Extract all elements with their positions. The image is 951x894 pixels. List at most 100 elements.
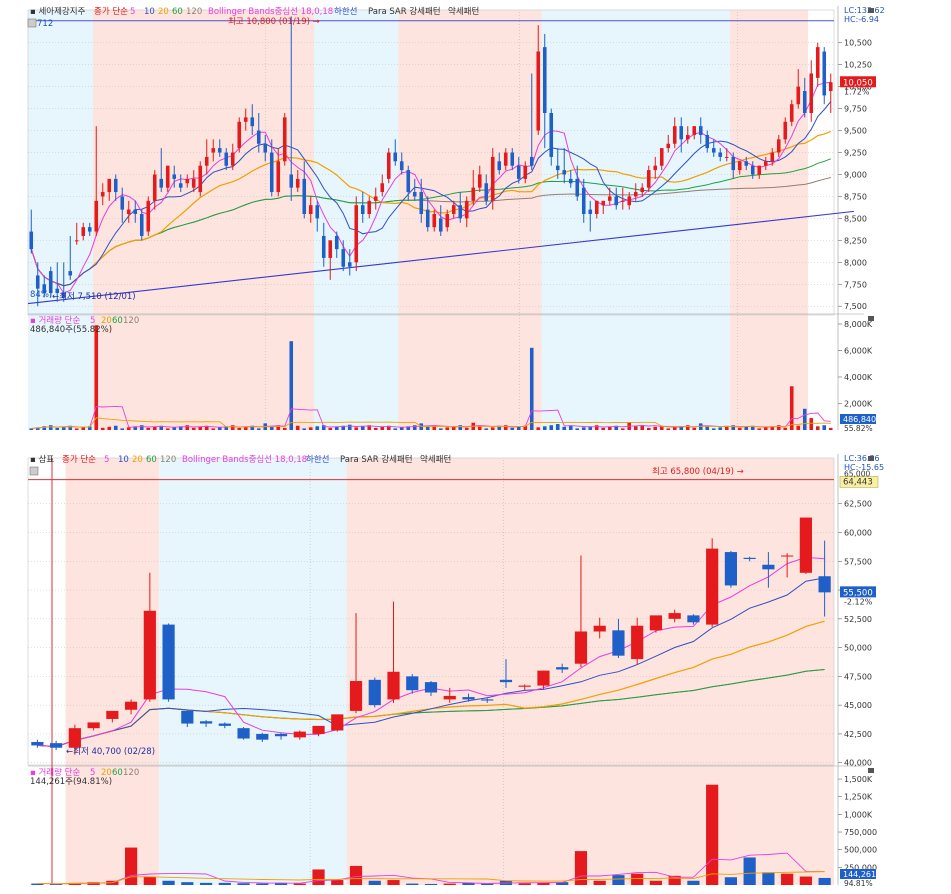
- volume-bar: [799, 876, 812, 885]
- trend-line: [27, 210, 855, 305]
- period-band: [28, 458, 66, 885]
- volume-bar: [87, 426, 92, 430]
- volume-bar: [224, 426, 229, 430]
- volume-bar: [770, 426, 775, 430]
- candle: [743, 557, 756, 559]
- volume-bar: [718, 427, 723, 430]
- candle: [706, 548, 719, 625]
- candle: [631, 625, 644, 660]
- volume-bar: [31, 883, 44, 885]
- volume-bar: [607, 426, 612, 430]
- volume-bar: [218, 882, 231, 885]
- candle: [412, 192, 417, 197]
- candle: [668, 613, 681, 619]
- candle: [477, 174, 482, 188]
- candle: [334, 235, 339, 250]
- prev-badge-text: 64,443: [843, 477, 873, 487]
- period-band: [28, 10, 93, 430]
- vol-legend-item: 120: [123, 316, 139, 326]
- candle: [61, 293, 66, 298]
- volume-bar: [81, 427, 86, 430]
- ma5-line: [30, 81, 831, 294]
- candle: [781, 555, 794, 557]
- candle: [31, 741, 44, 746]
- candle: [762, 564, 775, 570]
- candle: [143, 610, 156, 700]
- y-tick-label: 62,500: [844, 500, 872, 509]
- y-tick-label: 8,500: [844, 214, 867, 223]
- volume-bar: [601, 427, 606, 430]
- volume-bar: [74, 428, 79, 430]
- volume-bar: [518, 883, 531, 885]
- candle: [568, 178, 573, 184]
- candle: [796, 86, 801, 105]
- volume-bar: [757, 428, 762, 430]
- volume-badge-pct: 55.82%: [844, 424, 873, 433]
- volume-bar: [146, 427, 151, 430]
- candle: [87, 722, 100, 729]
- candle: [737, 161, 742, 171]
- volume-bar: [462, 882, 475, 885]
- y-tick-label: 9,250: [844, 149, 867, 158]
- candle: [588, 209, 593, 214]
- volume-bar: [204, 425, 209, 430]
- candle: [126, 209, 131, 214]
- volume-bar: [315, 426, 320, 430]
- volume-bar: [620, 428, 625, 430]
- volume-bar: [125, 847, 138, 885]
- price-badge-text: 10,050: [843, 78, 873, 88]
- candle: [146, 200, 151, 232]
- candle: [133, 209, 138, 214]
- candle: [419, 192, 424, 214]
- candle: [510, 152, 515, 166]
- y-tick-label: 57,500: [844, 557, 872, 566]
- candle: [640, 187, 645, 193]
- volume-bar: [743, 857, 756, 885]
- candle: [612, 630, 625, 656]
- vol-legend-item: 120: [123, 768, 139, 778]
- candle: [106, 710, 119, 719]
- candle: [581, 187, 586, 214]
- candle: [516, 165, 521, 179]
- candle: [809, 73, 814, 113]
- candle: [29, 231, 34, 250]
- candle: [724, 552, 737, 586]
- volume-bar: [293, 883, 306, 885]
- volume-bar: [497, 426, 502, 430]
- candle: [217, 148, 222, 153]
- period-band: [159, 458, 347, 885]
- vol-tick-label: 1,000K: [844, 810, 873, 819]
- volume-bar: [510, 427, 515, 430]
- volume-bar: [94, 325, 99, 430]
- y-tick-label: 9,500: [844, 127, 867, 136]
- volume-bar: [763, 427, 768, 430]
- candle: [518, 685, 531, 687]
- volume-bar: [181, 882, 194, 885]
- volume-bar: [705, 425, 710, 430]
- volume-bar: [399, 427, 404, 430]
- y-tick-label: 8,000: [844, 258, 867, 267]
- volume-bar: [256, 883, 269, 885]
- candle: [633, 192, 638, 197]
- vol-tick-label: 6,000K: [844, 346, 873, 355]
- candle: [763, 161, 768, 166]
- volume-bar: [724, 877, 737, 885]
- vol-ma20-line: [37, 871, 825, 885]
- volume-bar: [328, 427, 333, 430]
- candle: [373, 196, 378, 201]
- volume-bar: [412, 425, 417, 430]
- candle: [593, 625, 606, 632]
- volume-bar: [274, 882, 288, 885]
- vol-legend-item: 60: [112, 768, 123, 778]
- volume-bar: [762, 872, 775, 885]
- candle: [315, 205, 320, 219]
- candle: [204, 156, 209, 166]
- legend-item: 20: [158, 7, 169, 17]
- legend-item: 10: [144, 7, 155, 17]
- candle: [94, 200, 99, 232]
- y-tick-label: 52,500: [844, 615, 872, 624]
- volume-bar: [178, 426, 183, 430]
- y-tick-label: 60,000: [844, 529, 872, 538]
- candle: [542, 47, 547, 114]
- volume-bar: [256, 428, 261, 430]
